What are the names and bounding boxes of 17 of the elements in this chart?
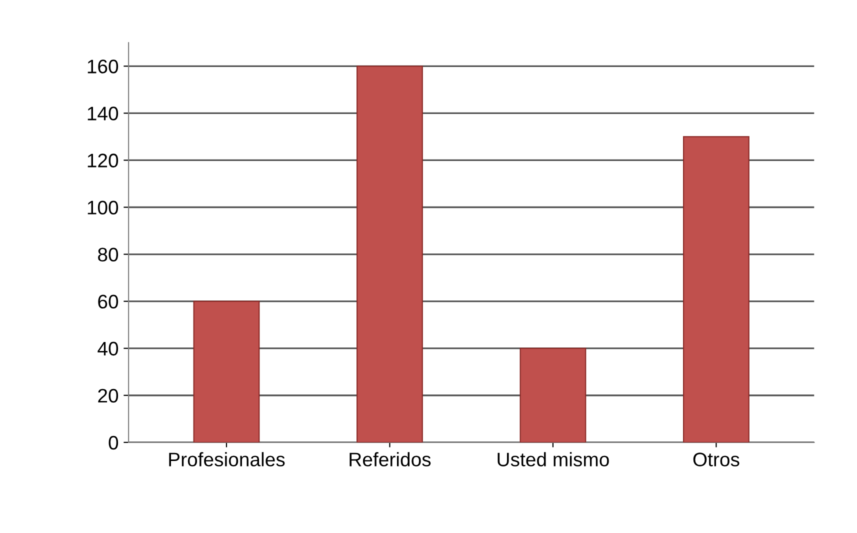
x-tick-label: Otros — [693, 452, 740, 466]
y-tick-label: 40 — [98, 342, 118, 356]
x-tick-label: Usted mismo — [498, 452, 609, 466]
y-tick-label: 0 — [108, 436, 118, 450]
y-tick-label: 120 — [88, 154, 118, 168]
bar — [193, 300, 260, 442]
bar — [683, 136, 750, 442]
bar — [520, 348, 586, 442]
y-tick-label: 100 — [88, 200, 118, 214]
bar — [356, 66, 423, 442]
y-tick-label: 140 — [88, 106, 118, 120]
x-tick-label: Referidos — [350, 452, 431, 466]
x-tick-label: Profesionales — [169, 452, 285, 466]
y-tick-label: 60 — [98, 294, 118, 309]
y-tick-label: 160 — [88, 60, 118, 74]
y-tick-label: 20 — [98, 388, 118, 403]
y-tick-label: 80 — [98, 248, 118, 262]
